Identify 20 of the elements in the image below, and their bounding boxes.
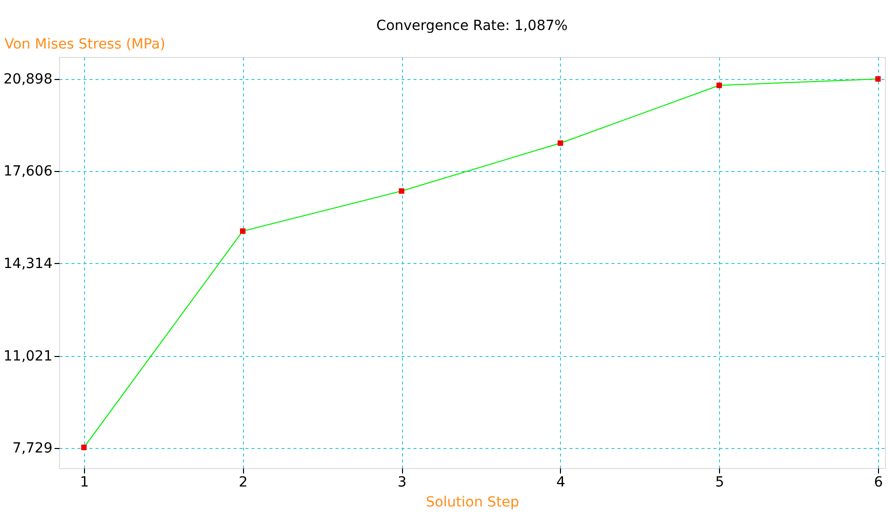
y-tick-label: 7,729 bbox=[12, 440, 52, 456]
chart-title: Convergence Rate: 1,087% bbox=[376, 18, 568, 34]
x-tick-label: 5 bbox=[715, 474, 724, 490]
y-tick-label: 14,314 bbox=[4, 256, 53, 272]
x-tick-label: 6 bbox=[874, 474, 884, 490]
point bbox=[875, 76, 881, 82]
point bbox=[398, 188, 404, 194]
y-tick-label: 20,898 bbox=[4, 71, 52, 88]
x-tick-label: 1 bbox=[80, 474, 89, 490]
y-axis-title: Von Mises Stress (MPa) bbox=[4, 36, 166, 52]
x-axis-title: Solution Step bbox=[426, 494, 520, 510]
y-tick-label: 17,606 bbox=[4, 164, 53, 180]
x-tick-label: 2 bbox=[238, 474, 248, 490]
point bbox=[716, 82, 722, 88]
point bbox=[81, 444, 87, 450]
x-tick-label: 3 bbox=[398, 474, 407, 490]
x-tick-label: 4 bbox=[556, 474, 566, 490]
point bbox=[558, 140, 564, 146]
point bbox=[240, 228, 246, 234]
y-tick-label: 11,021 bbox=[4, 348, 52, 364]
